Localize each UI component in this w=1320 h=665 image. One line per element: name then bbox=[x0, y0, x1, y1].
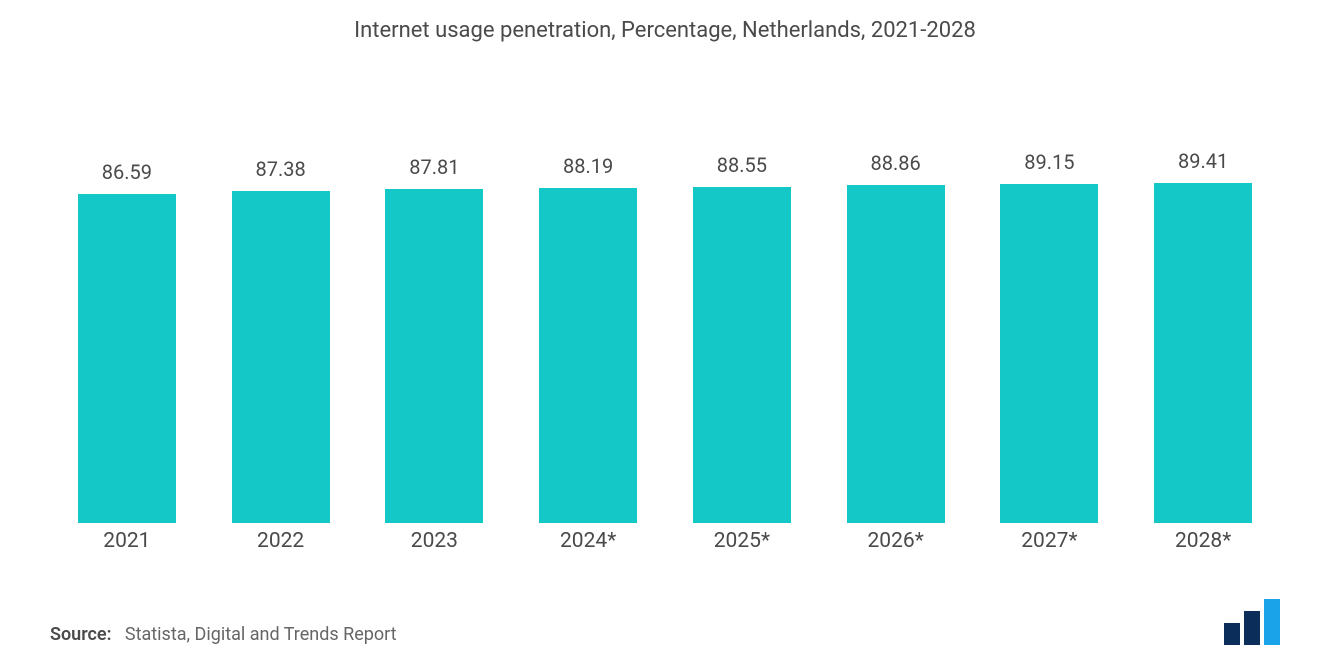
bar bbox=[693, 187, 791, 523]
bar bbox=[847, 185, 945, 523]
bar bbox=[539, 188, 637, 523]
bar-column: 89.41 bbox=[1126, 149, 1280, 523]
source-text: Statista, Digital and Trends Report bbox=[125, 624, 397, 645]
bar-column: 86.59 bbox=[50, 160, 204, 523]
bar bbox=[232, 191, 330, 523]
bar-column: 89.15 bbox=[973, 150, 1127, 523]
brand-logo bbox=[1224, 599, 1280, 645]
bar-column: 88.86 bbox=[819, 151, 973, 523]
chart-container: Internet usage penetration, Percentage, … bbox=[0, 0, 1320, 665]
bar-value-label: 88.86 bbox=[871, 151, 921, 175]
x-tick-label: 2022 bbox=[204, 529, 358, 553]
bar-value-label: 88.55 bbox=[717, 153, 767, 177]
bar-column: 87.38 bbox=[204, 157, 358, 523]
bar-value-label: 89.15 bbox=[1024, 150, 1074, 174]
bar-column: 88.55 bbox=[665, 153, 819, 523]
bar bbox=[1154, 183, 1252, 523]
source-line: Source: Statista, Digital and Trends Rep… bbox=[50, 624, 397, 645]
bar bbox=[1000, 184, 1098, 523]
x-tick-label: 2024* bbox=[511, 529, 665, 553]
bar-value-label: 87.81 bbox=[409, 155, 459, 179]
chart-footer: Source: Statista, Digital and Trends Rep… bbox=[50, 593, 1280, 645]
x-tick-label: 2028* bbox=[1126, 529, 1280, 553]
chart-title: Internet usage penetration, Percentage, … bbox=[50, 18, 1280, 43]
bar-value-label: 86.59 bbox=[102, 160, 152, 184]
logo-bars-icon bbox=[1224, 599, 1280, 645]
bar bbox=[78, 194, 176, 523]
x-tick-label: 2021 bbox=[50, 529, 204, 553]
bar-value-label: 87.38 bbox=[256, 157, 306, 181]
x-tick-label: 2026* bbox=[819, 529, 973, 553]
plot-area: 86.59 87.38 87.81 88.19 88.55 88.86 89.15 89.41 bbox=[50, 53, 1280, 523]
bar-column: 88.19 bbox=[511, 154, 665, 523]
x-tick-label: 2023 bbox=[358, 529, 512, 553]
source-label: Source: bbox=[50, 624, 112, 645]
bar-column: 87.81 bbox=[358, 155, 512, 523]
x-tick-label: 2027* bbox=[973, 529, 1127, 553]
bar-value-label: 89.41 bbox=[1178, 149, 1228, 173]
bar-value-label: 88.19 bbox=[563, 154, 613, 178]
x-tick-label: 2025* bbox=[665, 529, 819, 553]
bar bbox=[385, 189, 483, 523]
x-axis: 2021202220232024*2025*2026*2027*2028* bbox=[50, 529, 1280, 553]
